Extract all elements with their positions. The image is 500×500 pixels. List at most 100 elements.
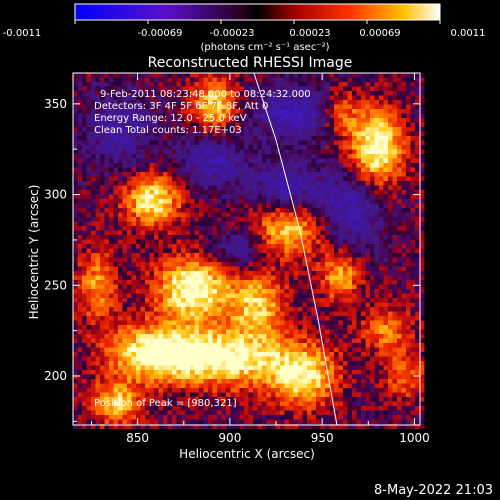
heatmap-cell — [230, 217, 236, 222]
heatmap-cell — [194, 356, 200, 362]
heatmap-cell — [329, 145, 335, 150]
heatmap-cell — [271, 158, 276, 164]
heatmap-cell — [262, 293, 267, 299]
heatmap-cell — [73, 122, 78, 128]
heatmap-cell — [397, 145, 402, 150]
heatmap-cell — [338, 100, 344, 105]
heatmap-cell — [284, 293, 290, 299]
heatmap-cell — [338, 167, 344, 173]
heatmap-cell — [338, 226, 344, 231]
heatmap-cell — [365, 77, 371, 83]
heatmap-cell — [190, 122, 195, 128]
heatmap-cell — [325, 284, 330, 290]
heatmap-cell — [145, 356, 150, 362]
heatmap-cell — [82, 73, 87, 78]
heatmap-cell — [149, 212, 155, 218]
heatmap-cell — [370, 163, 375, 168]
heatmap-cell — [356, 190, 362, 195]
heatmap-cell — [397, 163, 402, 168]
heatmap-cell — [190, 307, 195, 312]
heatmap-cell — [343, 289, 348, 294]
heatmap-cell — [316, 262, 321, 267]
heatmap-cell — [388, 275, 393, 281]
heatmap-cell — [208, 104, 213, 110]
heatmap-cell — [95, 145, 101, 150]
heatmap-cell — [262, 127, 267, 132]
heatmap-cell — [208, 109, 213, 114]
heatmap-cell — [140, 149, 146, 155]
heatmap-cell — [280, 239, 285, 245]
heatmap-cell — [410, 320, 416, 326]
heatmap-cell — [266, 163, 272, 168]
heatmap-cell — [275, 185, 281, 191]
heatmap-cell — [235, 113, 240, 119]
heatmap-cell — [244, 230, 249, 236]
heatmap-cell — [185, 118, 191, 123]
heatmap-cell — [181, 230, 186, 236]
heatmap-cell — [113, 325, 119, 330]
heatmap-cell — [140, 91, 146, 96]
heatmap-cell — [140, 113, 146, 119]
heatmap-cell — [235, 325, 240, 330]
heatmap-cell — [289, 307, 294, 312]
heatmap-cell — [284, 253, 290, 258]
heatmap-cell — [217, 118, 222, 123]
heatmap-cell — [127, 145, 132, 150]
heatmap-cell — [239, 343, 245, 348]
heatmap-cell — [325, 181, 330, 186]
heatmap-cell — [194, 82, 200, 87]
heatmap-cell — [136, 136, 141, 141]
heatmap-cell — [158, 244, 164, 249]
heatmap-cell — [244, 266, 249, 272]
heatmap-cell — [149, 77, 155, 83]
heatmap-cell — [361, 154, 366, 159]
heatmap-cell — [226, 82, 231, 87]
heatmap-cell — [401, 298, 407, 303]
heatmap-cell — [131, 298, 137, 303]
heatmap-cell — [100, 343, 105, 348]
heatmap-cell — [172, 298, 177, 303]
heatmap-cell — [388, 230, 393, 236]
heatmap-cell — [190, 212, 195, 218]
heatmap-cell — [419, 136, 425, 141]
heatmap-cell — [347, 190, 353, 195]
heatmap-cell — [176, 320, 182, 326]
heatmap-cell — [262, 221, 267, 227]
heatmap-cell — [392, 100, 398, 105]
heatmap-cell — [410, 221, 416, 227]
heatmap-cell — [289, 244, 294, 249]
heatmap-cell — [127, 181, 132, 186]
heatmap-cell — [113, 140, 119, 146]
heatmap-cell — [343, 167, 348, 173]
heatmap-cell — [325, 185, 330, 191]
heatmap-cell — [356, 257, 362, 263]
heatmap-cell — [334, 104, 339, 110]
heatmap-cell — [86, 199, 92, 204]
heatmap-cell — [154, 284, 159, 290]
heatmap-cell — [325, 217, 330, 222]
heatmap-cell — [352, 149, 357, 155]
heatmap-cell — [194, 149, 200, 155]
heatmap-cell — [410, 172, 416, 177]
heatmap-cell — [235, 73, 240, 78]
heatmap-cell — [388, 113, 393, 119]
heatmap-cell — [86, 212, 92, 218]
heatmap-cell — [82, 77, 87, 83]
heatmap-cell — [406, 100, 411, 105]
heatmap-cell — [190, 145, 195, 150]
heatmap-cell — [419, 122, 425, 128]
heatmap-cell — [91, 212, 96, 218]
heatmap-cell — [253, 262, 258, 267]
heatmap-cell — [86, 181, 92, 186]
heatmap-cell — [158, 334, 164, 339]
heatmap-cell — [230, 77, 236, 83]
heatmap-cell — [199, 212, 204, 218]
heatmap-cell — [289, 82, 294, 87]
heatmap-cell — [100, 73, 105, 78]
heatmap-cell — [122, 352, 128, 357]
heatmap-cell — [109, 194, 114, 200]
heatmap-cell — [122, 316, 128, 321]
heatmap-cell — [419, 212, 425, 218]
heatmap-cell — [316, 253, 321, 258]
heatmap-cell — [244, 91, 249, 96]
